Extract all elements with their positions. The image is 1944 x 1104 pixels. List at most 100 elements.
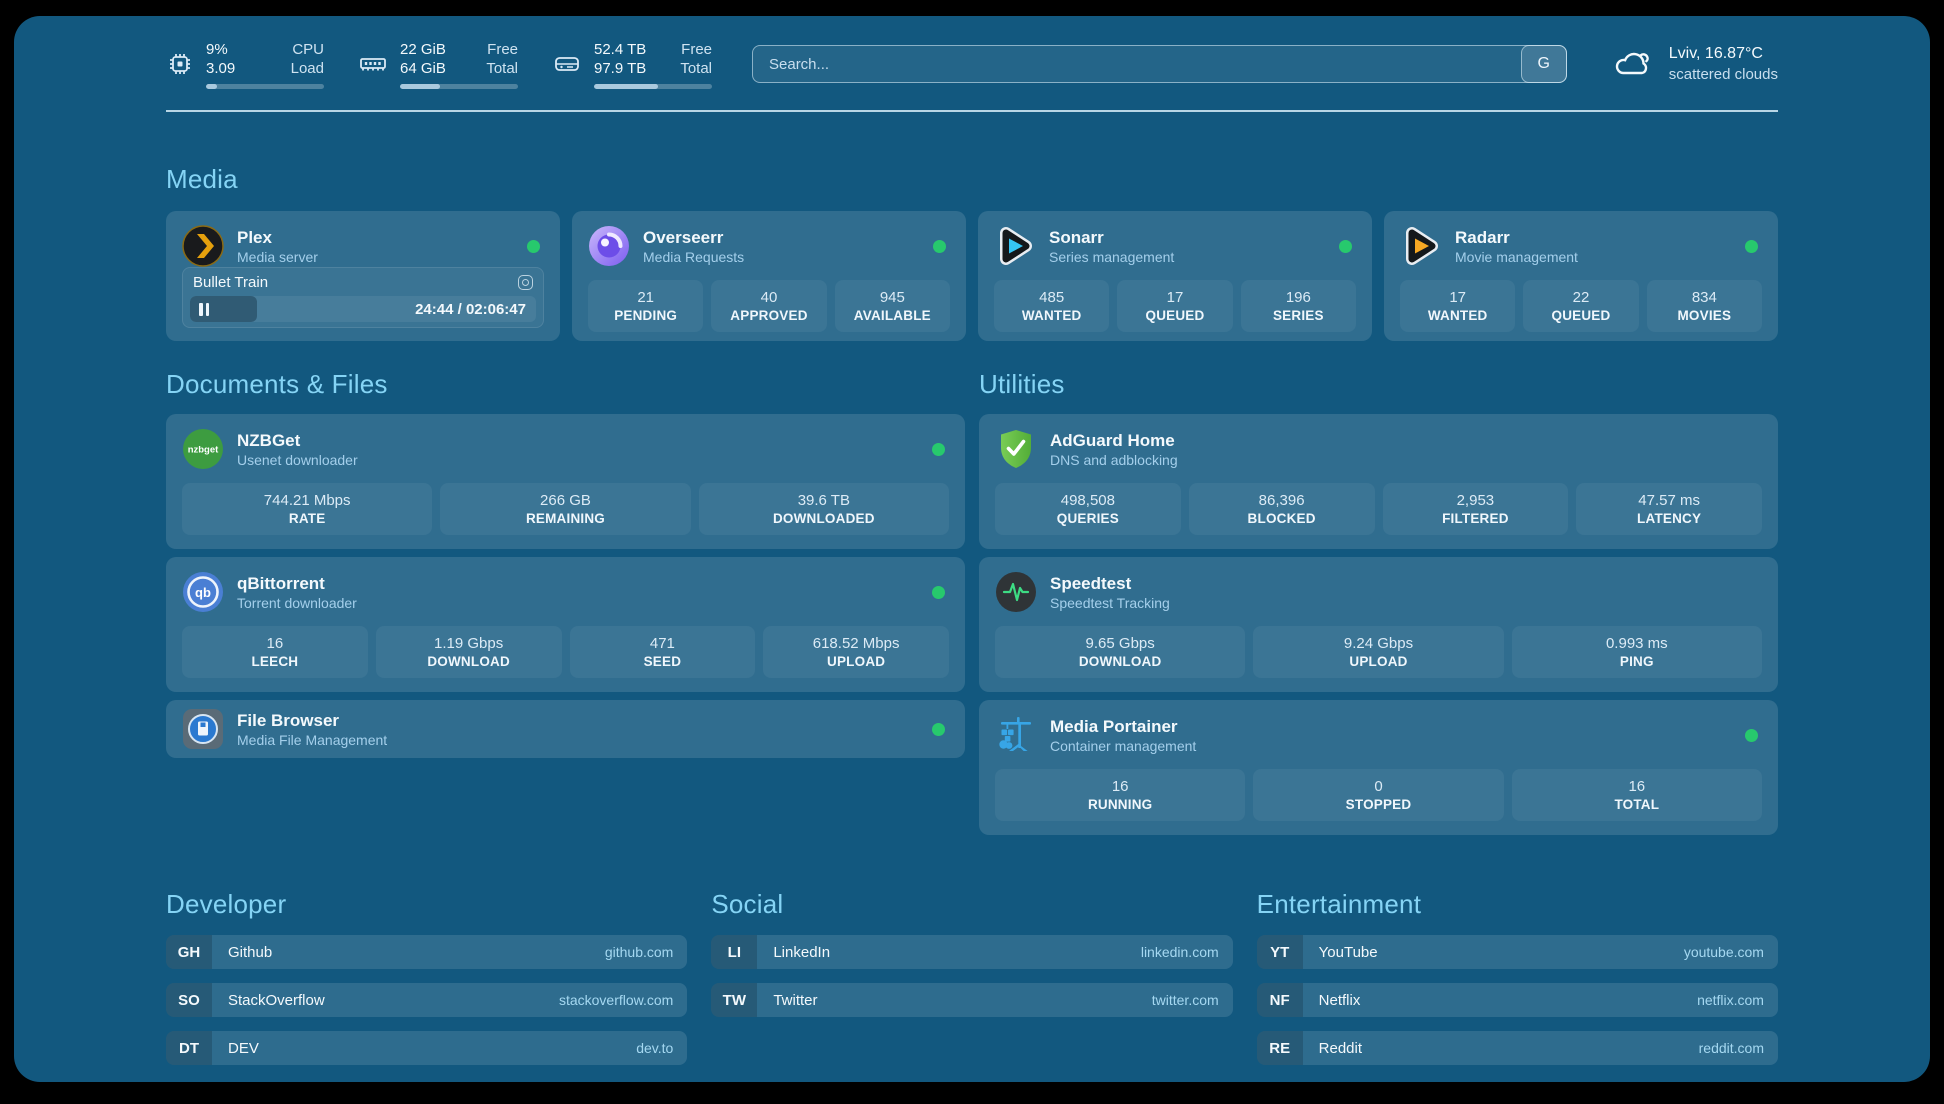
- plex-session-title: Bullet Train: [193, 274, 269, 291]
- qbittorrent-status-dot: [932, 585, 945, 599]
- section-title-documents: Documents & Files: [166, 369, 388, 399]
- radarr-card[interactable]: Radarr Movie management 17 WANTED 22 QUEUE…: [1384, 211, 1778, 341]
- cpu-stat: 9% 3.09 CPU Load: [166, 40, 324, 89]
- youtube-url: youtube.com: [1683, 944, 1764, 960]
- qbittorrent-card[interactable]: qb qBittorrent Torrent downloader 16 LEEC…: [166, 557, 965, 692]
- portainer-card[interactable]: Media Portainer Container management 16 R…: [979, 700, 1778, 835]
- bookmark-twitter[interactable]: TW Twitter twitter.com: [711, 983, 1233, 1017]
- pause-icon[interactable]: [199, 302, 209, 316]
- entertainment-section: Entertainment YT YouTube youtube.com NF N…: [1256, 889, 1778, 1065]
- qbittorrent-icon: qb: [182, 571, 224, 613]
- stackoverflow-name: StackOverflow: [228, 991, 325, 1009]
- sonarr-name: Sonarr: [1049, 228, 1104, 248]
- header: 9% 3.09 CPU Load 22 GiB 64 GiB: [166, 40, 1778, 89]
- nzbget-stat-rate: 744.21 Mbps RATE: [182, 483, 433, 535]
- disk-free: 52.4 TB: [594, 40, 647, 58]
- nzbget-icon: nzbget: [182, 428, 224, 470]
- adguard-icon: [995, 428, 1037, 470]
- developer-section: Developer GH Github github.com SO StackOv…: [166, 889, 688, 1065]
- bookmark-reddit[interactable]: RE Reddit reddit.com: [1256, 1031, 1778, 1065]
- plex-name: Plex: [237, 228, 272, 248]
- portainer-status-dot: [1745, 728, 1758, 742]
- adguard-stat-filtered: 2,953 FILTERED: [1382, 483, 1569, 535]
- sonarr-stat-queued: 17 QUEUED: [1117, 280, 1233, 332]
- adguard-stat-blocked: 86,396 BLOCKED: [1188, 483, 1375, 535]
- dev-name: DEV: [228, 1039, 259, 1057]
- disk-icon: [552, 50, 582, 78]
- youtube-abbr: YT: [1256, 935, 1303, 969]
- twitter-url: twitter.com: [1151, 992, 1219, 1008]
- portainer-stat-stopped: 0 STOPPED: [1253, 769, 1504, 821]
- reddit-url: reddit.com: [1698, 1040, 1764, 1056]
- speedtest-card[interactable]: Speedtest Speedtest Tracking 9.65 Gbps DO…: [979, 557, 1778, 692]
- netflix-abbr: NF: [1256, 983, 1303, 1017]
- portainer-icon: [995, 714, 1037, 756]
- weather-condition: scattered clouds: [1668, 65, 1778, 83]
- portainer-name: Media Portainer: [1050, 717, 1178, 737]
- section-title-entertainment: Entertainment: [1256, 889, 1422, 919]
- radarr-status-dot: [1745, 239, 1758, 253]
- svg-text:qb: qb: [195, 585, 211, 600]
- youtube-name: YouTube: [1318, 943, 1378, 961]
- memory-icon: [358, 50, 388, 78]
- radarr-stat-movies: 834 MOVIES: [1646, 280, 1762, 332]
- weather-widget: Lviv, 16.87°C scattered clouds: [1609, 42, 1778, 87]
- nzbget-status-dot: [932, 442, 945, 456]
- speedtest-stat-ping: 0.993 ms PING: [1511, 626, 1762, 678]
- memory-stat: 22 GiB 64 GiB Free Total: [358, 40, 518, 89]
- reddit-name: Reddit: [1318, 1039, 1363, 1057]
- stackoverflow-url: stackoverflow.com: [558, 992, 674, 1008]
- system-stats: 9% 3.09 CPU Load 22 GiB 64 GiB: [166, 40, 712, 89]
- radarr-stat-wanted: 17 WANTED: [1400, 280, 1516, 332]
- qbittorrent-stat-upload: 618.52 Mbps UPLOAD: [763, 626, 949, 678]
- reddit-abbr: RE: [1256, 1031, 1303, 1065]
- adguard-card[interactable]: AdGuard Home DNS and adblocking 498,508 Q…: [979, 414, 1778, 549]
- nzbget-card[interactable]: nzbget NZBGet Usenet downloader 744.21 M…: [166, 414, 965, 549]
- search-engine-button[interactable]: G: [1520, 45, 1567, 83]
- qbittorrent-stat-download: 1.19 Gbps DOWNLOAD: [375, 626, 562, 678]
- bookmark-linkedin[interactable]: LI LinkedIn linkedin.com: [711, 935, 1233, 969]
- sonarr-subtitle: Series management: [1049, 248, 1175, 265]
- sonarr-card[interactable]: Sonarr Series management 485 WANTED 17 QUE…: [978, 211, 1372, 341]
- search-bar: G: [752, 45, 1567, 83]
- qbittorrent-stat-leech: 16 LEECH: [182, 626, 368, 678]
- section-title-utilities: Utilities: [979, 369, 1065, 399]
- bookmark-dev[interactable]: DT DEV dev.to: [166, 1031, 688, 1065]
- qbittorrent-name: qBittorrent: [237, 574, 325, 594]
- cpu-load-avg: 3.09: [206, 60, 236, 77]
- search-input[interactable]: [752, 45, 1567, 83]
- disk-stat: 52.4 TB 97.9 TB Free Total: [552, 40, 712, 89]
- twitter-abbr: TW: [711, 983, 758, 1017]
- utilities-section: Utilities: [979, 369, 1778, 835]
- memory-progressbar: [400, 83, 518, 89]
- overseerr-icon: [588, 225, 630, 267]
- filebrowser-icon: [182, 708, 224, 750]
- overseerr-stat-pending: 21 PENDING: [588, 280, 704, 332]
- section-title-social: Social: [711, 889, 784, 919]
- linkedin-abbr: LI: [711, 935, 758, 969]
- netflix-url: netflix.com: [1697, 992, 1764, 1008]
- adguard-name: AdGuard Home: [1050, 431, 1175, 451]
- disk-total: 97.9 TB: [594, 60, 647, 77]
- bookmark-netflix[interactable]: NF Netflix netflix.com: [1256, 983, 1778, 1017]
- bookmark-youtube[interactable]: YT YouTube youtube.com: [1256, 935, 1778, 969]
- dev-url: dev.to: [636, 1040, 674, 1056]
- filebrowser-card[interactable]: File Browser Media File Management: [166, 700, 965, 758]
- dev-abbr: DT: [166, 1031, 212, 1065]
- speedtest-icon: [995, 571, 1037, 613]
- github-name: Github: [228, 943, 273, 961]
- session-settings-icon[interactable]: [518, 275, 533, 290]
- nzbget-subtitle: Usenet downloader: [237, 451, 358, 468]
- plex-player-bar: 24:44 / 02:06:47: [190, 296, 536, 322]
- sonarr-stat-wanted: 485 WANTED: [994, 280, 1110, 332]
- overseerr-card[interactable]: Overseerr Media Requests 21 PENDING 40 APP…: [572, 211, 966, 341]
- adguard-stat-queries: 498,508 QUERIES: [995, 483, 1181, 535]
- disk-free-label: Free: [681, 40, 712, 58]
- overseerr-name: Overseerr: [643, 228, 724, 248]
- adguard-stat-latency: 47.57 ms LATENCY: [1576, 483, 1762, 535]
- bookmark-stackoverflow[interactable]: SO StackOverflow stackoverflow.com: [166, 983, 688, 1017]
- plex-card[interactable]: Plex Media server Bullet Train 24:44 / 0…: [166, 211, 560, 341]
- sonarr-icon: [994, 225, 1036, 267]
- bookmark-github[interactable]: GH Github github.com: [166, 935, 688, 969]
- speedtest-stat-download: 9.65 Gbps DOWNLOAD: [995, 626, 1246, 678]
